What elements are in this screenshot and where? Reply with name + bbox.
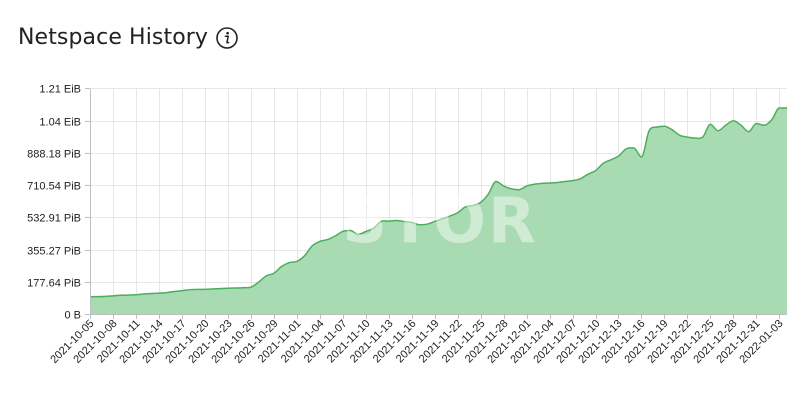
page-title: Netspace History [18,25,209,50]
y-tick-label: 355.27 PiB [27,246,81,258]
x-tick-label: 2021-10-14 [117,318,165,366]
x-tick-label: 2021-12-07 [531,318,579,366]
x-tick-label: 2021-10-23 [186,318,234,366]
x-tick-label: 2021-10-26 [209,318,257,366]
x-tick-label: 2021-11-25 [440,318,488,366]
y-tick-label: 888.18 PiB [27,149,81,161]
x-tick-label: 2021-12-01 [485,318,533,366]
x-tick-label: 2021-10-20 [163,318,211,366]
x-tick-label: 2021-10-17 [140,318,188,366]
series-line [89,107,787,298]
x-tick-label: 2021-11-28 [463,318,511,366]
x-tick-label: 2021-12-10 [554,318,602,366]
info-circle-icon[interactable] [216,27,238,49]
y-tick-label: 1.04 EiB [39,117,81,129]
info-circle-icon-svg [216,27,238,49]
chart-grid [90,88,787,314]
x-tick-label: 2021-10-05 [48,318,96,366]
y-tick-label: 0 B [64,310,81,322]
x-tick-label: 2021-12-04 [508,318,556,366]
x-tick-label: 2021-11-16 [371,318,419,366]
y-tick-label: 532.91 PiB [27,213,81,225]
x-tick-label: 2021-11-04 [279,318,327,366]
x-tick-label: 2021-12-19 [622,318,670,366]
x-tick-label: 2021-10-29 [232,318,280,366]
x-tick-label: 2021-11-01 [256,318,304,366]
x-tick-label: 2021-10-11 [95,318,143,366]
y-tick-label: 1.21 EiB [39,84,81,96]
x-tick-label: 2021-11-13 [348,318,396,366]
x-tick-label: 2021-11-19 [394,318,442,366]
chart-header: Netspace History [18,24,238,52]
y-tick-labels: 0 B 177.64 PiB 355.27 PiB 532.91 PiB 710.54 … [27,84,81,322]
y-tick-label: 177.64 PiB [27,278,81,290]
chart-area-layer [89,107,787,314]
x-tick-labels: 2021-10-052021-10-082021-10-112021-10-14… [48,318,785,366]
watermark-text: STOR [342,184,537,257]
x-tick-label: 2021-12-13 [576,318,624,366]
x-tick-label: 2021-12-22 [645,318,693,366]
chart-watermark: STOR [342,184,537,257]
x-tick-label: 2021-11-22 [417,318,465,366]
x-tick-label: 2021-12-16 [599,318,647,366]
x-tick-label: 2021-10-08 [71,318,119,366]
x-tick-label: 2022-01-03 [737,318,785,366]
x-tick-label: 2021-12-25 [668,318,716,366]
x-tick-label: 2021-12-28 [691,318,739,366]
chart-axes [85,88,787,319]
x-tick-label: 2021-12-31 [714,318,762,366]
x-tick-label: 2021-11-10 [325,318,373,366]
series-area [90,108,787,314]
y-tick-label: 710.54 PiB [27,181,81,193]
x-tick-label: 2021-11-07 [302,318,350,366]
